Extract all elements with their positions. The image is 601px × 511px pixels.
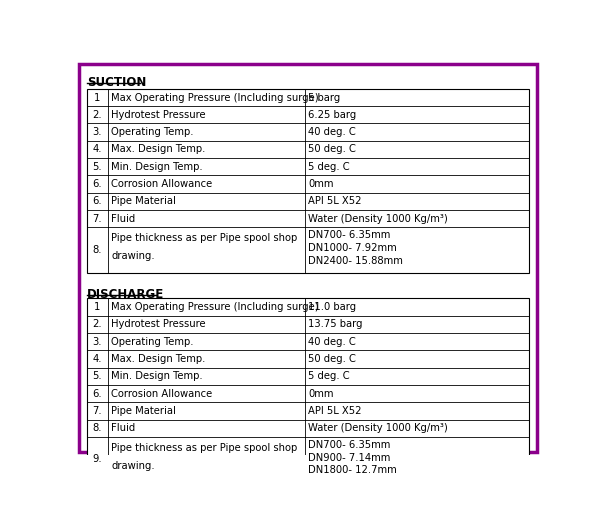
Text: Hydrotest Pressure: Hydrotest Pressure [111, 110, 206, 120]
Text: 3.: 3. [93, 127, 102, 137]
Text: drawing.: drawing. [111, 461, 155, 471]
Text: Pipe Material: Pipe Material [111, 406, 176, 416]
Text: Max. Design Temp.: Max. Design Temp. [111, 145, 206, 154]
Text: Corrosion Allowance: Corrosion Allowance [111, 388, 213, 399]
Text: 1: 1 [94, 302, 100, 312]
Text: Water (Density 1000 Kg/m³): Water (Density 1000 Kg/m³) [308, 214, 448, 224]
Text: DN1800- 12.7mm: DN1800- 12.7mm [308, 466, 397, 475]
FancyBboxPatch shape [87, 89, 529, 272]
Text: 6.: 6. [93, 196, 102, 206]
Text: 5.: 5. [93, 162, 102, 172]
Text: 6.25 barg: 6.25 barg [308, 110, 356, 120]
Text: 9.: 9. [93, 454, 102, 464]
Text: SUCTION: SUCTION [87, 76, 146, 89]
FancyBboxPatch shape [87, 298, 529, 482]
Text: 7.: 7. [93, 406, 102, 416]
Text: 2.: 2. [93, 110, 102, 120]
Text: DN700- 6.35mm: DN700- 6.35mm [308, 230, 391, 240]
Text: 5 deg. C: 5 deg. C [308, 371, 350, 381]
Text: drawing.: drawing. [111, 251, 155, 261]
Text: 4.: 4. [93, 354, 102, 364]
Text: Fluid: Fluid [111, 423, 135, 433]
Text: Pipe Material: Pipe Material [111, 196, 176, 206]
Text: 0mm: 0mm [308, 179, 334, 189]
Text: Min. Design Temp.: Min. Design Temp. [111, 162, 203, 172]
Text: DN900- 7.14mm: DN900- 7.14mm [308, 453, 391, 462]
Text: 8.: 8. [93, 423, 102, 433]
Text: API 5L X52: API 5L X52 [308, 406, 362, 416]
Text: 7.: 7. [93, 214, 102, 224]
Text: Max. Design Temp.: Max. Design Temp. [111, 354, 206, 364]
Text: Fluid: Fluid [111, 214, 135, 224]
Text: Hydrotest Pressure: Hydrotest Pressure [111, 319, 206, 329]
Text: Pipe thickness as per Pipe spool shop: Pipe thickness as per Pipe spool shop [111, 233, 297, 243]
Text: DN700- 6.35mm: DN700- 6.35mm [308, 439, 391, 450]
Text: 1: 1 [94, 92, 100, 103]
Text: Max Operating Pressure (Including surge): Max Operating Pressure (Including surge) [111, 92, 319, 103]
Text: Operating Temp.: Operating Temp. [111, 337, 194, 346]
Text: 40 deg. C: 40 deg. C [308, 127, 356, 137]
Text: 6.: 6. [93, 179, 102, 189]
Text: 4.: 4. [93, 145, 102, 154]
Text: Water (Density 1000 Kg/m³): Water (Density 1000 Kg/m³) [308, 423, 448, 433]
FancyBboxPatch shape [79, 64, 537, 452]
Text: 5 barg: 5 barg [308, 92, 340, 103]
Text: DN1000- 7.92mm: DN1000- 7.92mm [308, 243, 397, 253]
Text: 50 deg. C: 50 deg. C [308, 145, 356, 154]
Text: 11.0 barg: 11.0 barg [308, 302, 356, 312]
Text: Min. Design Temp.: Min. Design Temp. [111, 371, 203, 381]
Text: 5.: 5. [93, 371, 102, 381]
Text: Pipe thickness as per Pipe spool shop: Pipe thickness as per Pipe spool shop [111, 443, 297, 453]
Text: Operating Temp.: Operating Temp. [111, 127, 194, 137]
Text: 2.: 2. [93, 319, 102, 329]
Text: 3.: 3. [93, 337, 102, 346]
Text: Max Operating Pressure (Including surge): Max Operating Pressure (Including surge) [111, 302, 319, 312]
Text: API 5L X52: API 5L X52 [308, 196, 362, 206]
Text: 40 deg. C: 40 deg. C [308, 337, 356, 346]
Text: 0mm: 0mm [308, 388, 334, 399]
Text: 13.75 barg: 13.75 barg [308, 319, 362, 329]
Text: DN2400- 15.88mm: DN2400- 15.88mm [308, 256, 403, 266]
Text: DISCHARGE: DISCHARGE [87, 288, 164, 300]
Text: 5 deg. C: 5 deg. C [308, 162, 350, 172]
Text: Corrosion Allowance: Corrosion Allowance [111, 179, 213, 189]
Text: 50 deg. C: 50 deg. C [308, 354, 356, 364]
Text: 6.: 6. [93, 388, 102, 399]
Text: 8.: 8. [93, 245, 102, 255]
